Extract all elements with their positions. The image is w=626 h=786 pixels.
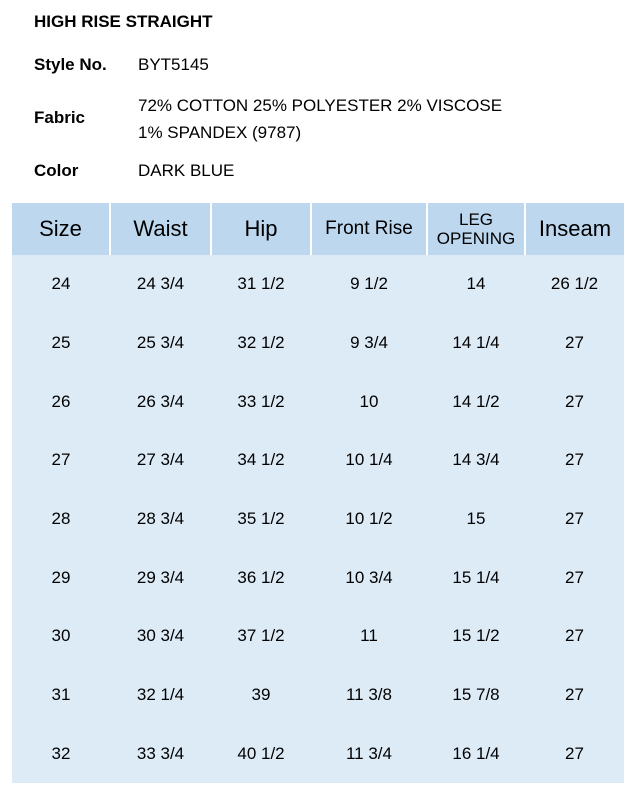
cell-waist: 29 3/4 <box>110 548 211 608</box>
cell-front-rise: 10 1/2 <box>311 489 427 549</box>
cell-size: 24 <box>12 255 110 314</box>
cell-waist: 27 3/4 <box>110 431 211 490</box>
cell-waist: 24 3/4 <box>110 255 211 314</box>
table-row: 26 26 3/4 33 1/2 10 14 1/2 27 <box>12 372 624 432</box>
cell-inseam: 27 <box>525 548 624 608</box>
cell-hip: 40 1/2 <box>211 724 311 784</box>
table-row: 30 30 3/4 37 1/2 11 15 1/2 27 <box>12 607 624 666</box>
cell-front-rise: 10 3/4 <box>311 548 427 608</box>
cell-size: 26 <box>12 372 110 432</box>
cell-hip: 33 1/2 <box>211 372 311 432</box>
header-opening: OPENING <box>436 229 516 248</box>
cell-leg-opening: 15 7/8 <box>427 665 525 725</box>
cell-hip: 36 1/2 <box>211 548 311 608</box>
header-leg: LEG <box>458 210 494 229</box>
cell-size: 31 <box>12 665 110 725</box>
table-row: 31 32 1/4 39 11 3/8 15 7/8 27 <box>12 665 624 725</box>
header-front-rise: Front Rise <box>310 203 427 255</box>
header-hip: Hip <box>210 203 311 255</box>
cell-waist: 28 3/4 <box>110 489 211 549</box>
header-waist: Waist <box>109 203 211 255</box>
cell-leg-opening: 14 3/4 <box>427 431 525 490</box>
fabric-value-line1: 72% COTTON 25% POLYESTER 2% VISCOSE <box>138 96 503 115</box>
color-value: DARK BLUE <box>138 161 235 180</box>
color-label: Color <box>34 161 79 180</box>
cell-front-rise: 11 3/8 <box>311 665 427 725</box>
cell-inseam: 27 <box>525 489 624 549</box>
cell-size: 32 <box>12 724 110 784</box>
cell-inseam: 27 <box>525 372 624 432</box>
cell-waist: 33 3/4 <box>110 724 211 784</box>
header-size: Size <box>12 203 110 255</box>
cell-size: 25 <box>12 313 110 373</box>
style-value: BYT5145 <box>138 55 209 74</box>
cell-waist: 32 1/4 <box>110 665 211 725</box>
cell-front-rise: 9 1/2 <box>311 255 427 314</box>
cell-leg-opening: 14 1/2 <box>427 372 525 432</box>
header-leg-opening: LEG OPENING <box>426 203 525 255</box>
cell-inseam: 26 1/2 <box>525 255 624 314</box>
table-row: 24 24 3/4 31 1/2 9 1/2 14 26 1/2 <box>12 255 624 314</box>
cell-front-rise: 9 3/4 <box>311 313 427 373</box>
cell-size: 30 <box>12 607 110 666</box>
cell-leg-opening: 15 1/4 <box>427 548 525 608</box>
cell-leg-opening: 16 1/4 <box>427 724 525 784</box>
cell-waist: 26 3/4 <box>110 372 211 432</box>
cell-inseam: 27 <box>525 724 624 784</box>
cell-waist: 25 3/4 <box>110 313 211 373</box>
cell-hip: 34 1/2 <box>211 431 311 490</box>
product-title: HIGH RISE STRAIGHT <box>34 12 213 31</box>
table-row: 28 28 3/4 35 1/2 10 1/2 15 27 <box>12 489 624 549</box>
table-row: 25 25 3/4 32 1/2 9 3/4 14 1/4 27 <box>12 313 624 373</box>
cell-hip: 31 1/2 <box>211 255 311 314</box>
fabric-label: Fabric <box>34 108 86 127</box>
cell-inseam: 27 <box>525 313 624 373</box>
table-header-row: Size Waist Hip Front Rise LEG OPENING Ins… <box>12 203 624 255</box>
header-inseam: Inseam <box>524 203 624 255</box>
cell-hip: 39 <box>211 665 311 725</box>
cell-hip: 35 1/2 <box>211 489 311 549</box>
cell-leg-opening: 15 <box>427 489 525 549</box>
cell-size: 28 <box>12 489 110 549</box>
cell-waist: 30 3/4 <box>110 607 211 666</box>
cell-front-rise: 11 <box>311 607 427 666</box>
cell-inseam: 27 <box>525 431 624 490</box>
cell-size: 27 <box>12 431 110 490</box>
size-chart-table: Size Waist Hip Front Rise LEG OPENING Ins… <box>12 203 624 784</box>
cell-hip: 32 1/2 <box>211 313 311 373</box>
table-row: 32 33 3/4 40 1/2 11 3/4 16 1/4 27 <box>12 724 624 784</box>
cell-inseam: 27 <box>525 607 624 666</box>
table-row: 27 27 3/4 34 1/2 10 1/4 14 3/4 27 <box>12 431 624 490</box>
style-label: Style No. <box>34 55 107 74</box>
cell-leg-opening: 15 1/2 <box>427 607 525 666</box>
cell-leg-opening: 14 1/4 <box>427 313 525 373</box>
cell-leg-opening: 14 <box>427 255 525 314</box>
cell-front-rise: 10 <box>311 372 427 432</box>
cell-hip: 37 1/2 <box>211 607 311 666</box>
cell-inseam: 27 <box>525 665 624 725</box>
cell-size: 29 <box>12 548 110 608</box>
cell-front-rise: 11 3/4 <box>311 724 427 784</box>
fabric-value-line2: 1% SPANDEX (9787) <box>138 123 302 142</box>
table-row: 29 29 3/4 36 1/2 10 3/4 15 1/4 27 <box>12 548 624 608</box>
cell-front-rise: 10 1/4 <box>311 431 427 490</box>
